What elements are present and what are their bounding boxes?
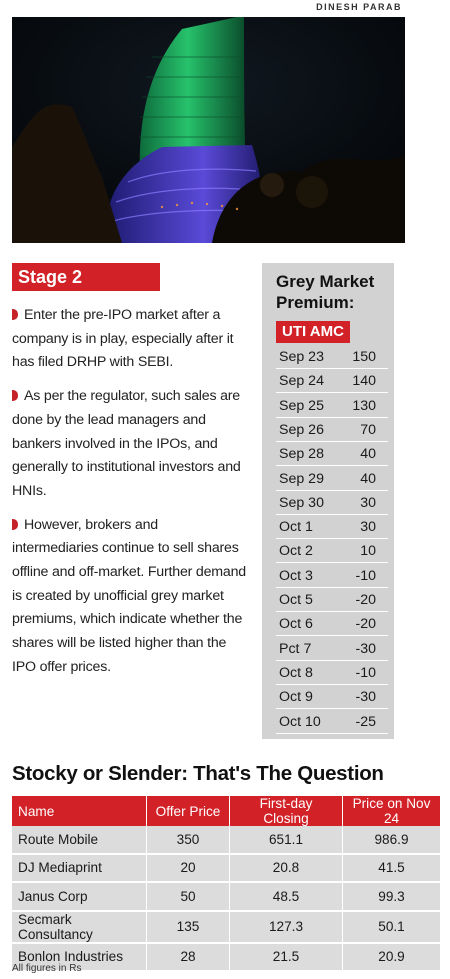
footnote: All figures in Rs	[12, 963, 82, 974]
gm-date: Sep 30	[279, 494, 324, 511]
gm-row: Oct 6 -20	[276, 612, 388, 637]
gm-value: -30	[355, 640, 376, 657]
gm-row: Oct 10 -25	[276, 710, 388, 734]
ipo-table-body: Route Mobile 350 651.1 986.9 DJ Mediaprint 20…	[12, 826, 441, 972]
gm-value: 140	[352, 373, 376, 390]
table-cell: 50	[146, 882, 230, 912]
bullet-icon	[12, 390, 18, 402]
gm-value: 40	[360, 470, 376, 487]
gm-date: Sep 24	[279, 373, 324, 390]
gm-value: -20	[355, 592, 376, 608]
gm-value: 70	[360, 421, 376, 438]
stage-points: Enter the pre-IPO market after a company…	[12, 304, 247, 690]
gm-row: Sep 30 30	[276, 491, 388, 515]
table-cell: DJ Mediaprint	[12, 853, 147, 883]
table-cell: Secmark Consultancy	[12, 910, 147, 944]
table-cell: 651.1	[229, 826, 343, 855]
gm-value: 40	[360, 446, 376, 463]
gm-value: 30	[360, 494, 376, 511]
company-badge: UTI AMC	[276, 321, 350, 343]
gm-date: Oct 3	[279, 567, 313, 584]
gm-row: Oct 8 -10	[276, 661, 388, 685]
table-cell: 20.8	[229, 853, 343, 883]
gm-row: Oct 5 -20	[276, 588, 388, 612]
bullet-icon	[12, 309, 18, 320]
gm-row: Sep 23 150	[276, 345, 388, 369]
col-name: Name	[12, 796, 147, 826]
stage-point: As per the regulator, such sales are don…	[12, 388, 241, 499]
gm-date: Oct 6	[279, 616, 313, 633]
table-cell: 20	[146, 853, 230, 883]
table-row: Route Mobile 350 651.1 986.9	[12, 826, 441, 855]
table-cell: 41.5	[342, 853, 441, 883]
gm-row: Pct 7 -30	[276, 637, 388, 661]
gm-value: 150	[352, 349, 376, 365]
gm-value: -20	[355, 616, 376, 633]
gm-row: Sep 28 40	[276, 442, 388, 467]
table-row: Janus Corp 50 48.5 99.3	[12, 882, 441, 912]
table-cell: Route Mobile	[12, 826, 147, 855]
gm-value: -30	[355, 689, 376, 706]
table-cell: 20.9	[342, 942, 441, 972]
gm-date: Pct 7	[279, 640, 312, 657]
bullet-icon	[12, 518, 18, 530]
gm-row: Oct 2 10	[276, 539, 388, 564]
table-cell: 127.3	[229, 910, 343, 944]
grey-market-panel: Grey Market Premium: UTI AMC Sep 23 150 Se…	[262, 263, 394, 739]
gm-date: Sep 29	[279, 470, 324, 487]
stage-point: Enter the pre-IPO market after a company…	[12, 307, 234, 371]
stage-heading: Stage 2	[12, 263, 160, 291]
ipo-table-title: Stocky or Slender: That's The Question	[12, 762, 384, 785]
gm-row: Sep 24 140	[276, 369, 388, 394]
gm-row: Oct 1 30	[276, 515, 388, 540]
col-price-nov-24: Price on Nov 24	[342, 796, 441, 826]
table-cell: 99.3	[342, 882, 441, 912]
stock-exchange-building-photo	[12, 17, 405, 243]
gm-date: Oct 1	[279, 519, 313, 536]
gm-value: 10	[360, 543, 376, 560]
table-row: Bonlon Industries 28 21.5 20.9	[12, 942, 441, 972]
gm-date: Oct 8	[279, 664, 313, 681]
gm-row: Oct 9 -30	[276, 685, 388, 710]
gm-value: 130	[352, 397, 376, 414]
table-row: DJ Mediaprint 20 20.8 41.5	[12, 853, 441, 883]
gm-date: Sep 25	[279, 397, 324, 414]
gm-date: Sep 26	[279, 421, 324, 438]
ipo-table: Name Offer Price First-day Closing Price…	[12, 796, 441, 972]
gm-row: Oct 3 -10	[276, 564, 388, 588]
gm-date: Sep 28	[279, 446, 324, 463]
table-row: Secmark Consultancy 135 127.3 50.1	[12, 910, 441, 944]
table-cell: 50.1	[342, 910, 441, 944]
gm-row: Sep 25 130	[276, 394, 388, 418]
table-cell: 135	[146, 910, 230, 944]
gm-row: Sep 26 70	[276, 418, 388, 442]
col-offer-price: Offer Price	[146, 796, 230, 826]
table-cell: 350	[146, 826, 230, 855]
gm-date: Sep 23	[279, 349, 324, 365]
stage-point: However, brokers and intermediaries cont…	[12, 516, 246, 675]
gm-row: Sep 29 40	[276, 467, 388, 491]
photo-credit: DINESH PARAB	[316, 2, 402, 12]
gm-value: -25	[355, 713, 376, 730]
table-cell: 28	[146, 942, 230, 972]
table-cell: Janus Corp	[12, 882, 147, 912]
table-cell: 48.5	[229, 882, 343, 912]
table-cell: Bonlon Industries	[12, 942, 147, 972]
gm-date: Oct 2	[279, 543, 313, 560]
gm-date: Oct 10	[279, 713, 321, 730]
grey-market-title: Grey Market Premium:	[276, 272, 375, 312]
table-cell: 986.9	[342, 826, 441, 855]
gm-date: Oct 9	[279, 689, 313, 706]
gm-value: -10	[355, 664, 376, 681]
table-cell: 21.5	[229, 942, 343, 972]
gm-date: Oct 5	[279, 592, 313, 608]
gm-value: -10	[355, 567, 376, 584]
col-first-day-closing: First-day Closing	[229, 796, 343, 826]
gm-value: 30	[360, 519, 376, 536]
